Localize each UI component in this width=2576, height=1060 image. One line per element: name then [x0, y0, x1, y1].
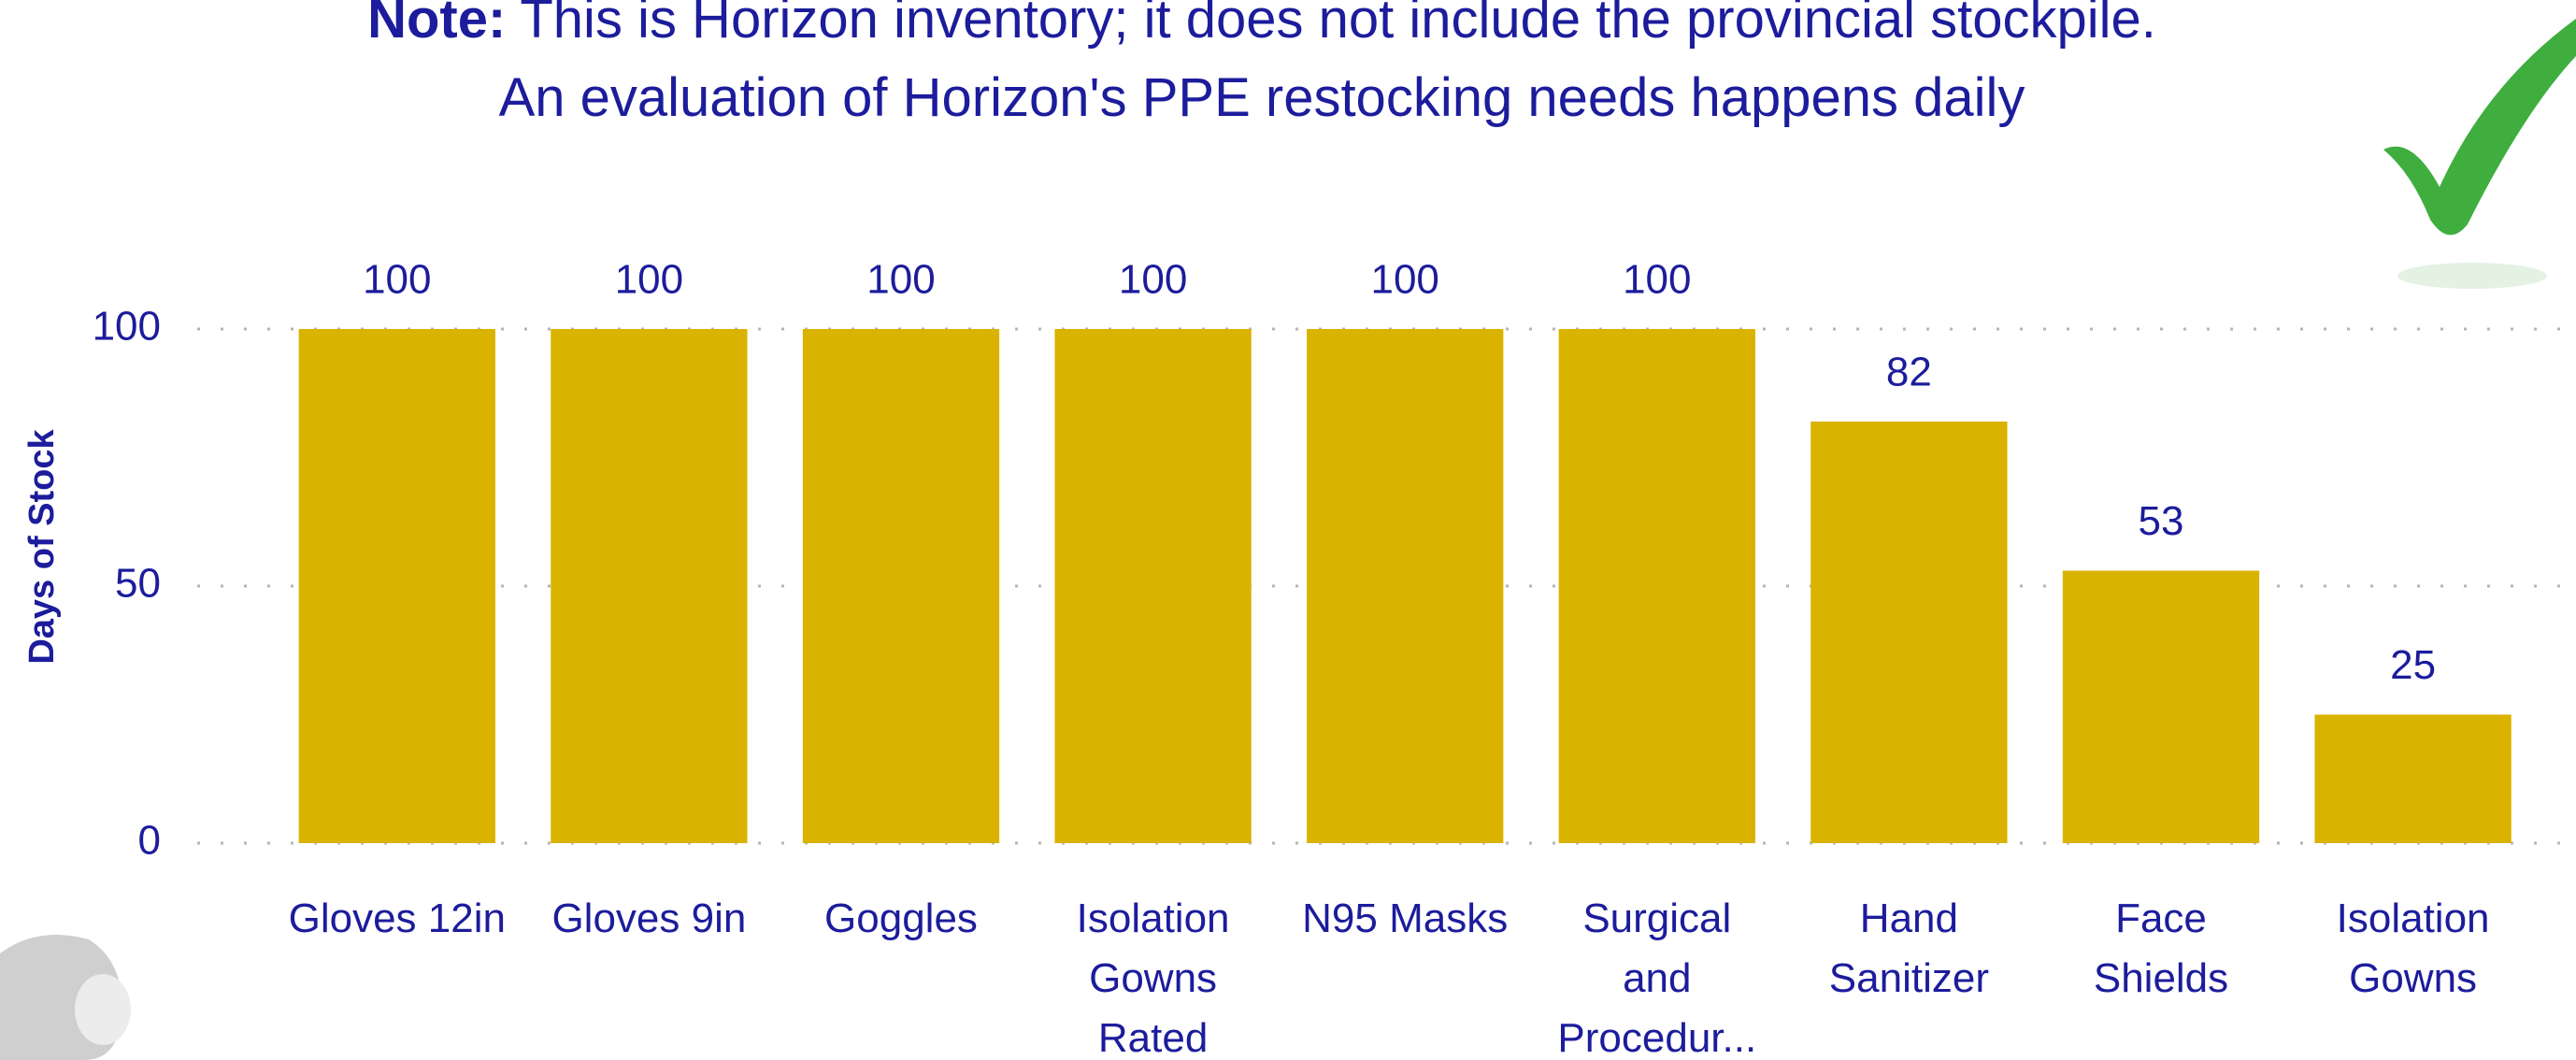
bar	[1307, 329, 1504, 843]
value-label: 100	[615, 257, 683, 303]
bar	[802, 329, 1000, 843]
value-label: 100	[1623, 257, 1691, 303]
x-tick-label: Face Shields	[2093, 895, 2229, 1001]
bar	[2314, 714, 2512, 843]
x-tick-label: Goggles	[824, 895, 978, 941]
title-text: This is Horizon inventory; it does not i…	[520, 0, 2156, 50]
x-tick-label: Gloves 12in	[288, 895, 506, 941]
x-tick-label: Isolation Gowns	[2336, 895, 2490, 1001]
value-label: 25	[2390, 642, 2436, 688]
x-tick-label: Isolation Gowns Rated	[1076, 895, 1230, 1060]
x-tick-label: Surgical and Procedur...	[1557, 895, 1757, 1060]
title: Note: This is Horizon inventory; it does…	[0, 0, 2524, 52]
value-label: 100	[363, 257, 431, 303]
value-label: 82	[1886, 350, 1932, 395]
bar	[2062, 570, 2260, 843]
x-tick-label: N95 Masks	[1302, 895, 1509, 941]
x-tick-label: Hand Sanitizer	[1828, 895, 1989, 1001]
value-label: 100	[1370, 257, 1438, 303]
bar	[298, 329, 495, 843]
value-label: 53	[2139, 498, 2184, 544]
value-label: 100	[1119, 257, 1187, 303]
y-axis-label: Days of Stock	[22, 428, 62, 664]
checkmark-icon	[2383, 19, 2576, 289]
x-tick-label: Gloves 9in	[551, 895, 747, 941]
bar	[1054, 329, 1252, 843]
subtitle: An evaluation of Horizon's PPE restockin…	[498, 67, 2025, 128]
y-tick-label: 50	[115, 561, 161, 607]
bar	[1810, 422, 2008, 843]
bar	[1558, 329, 1755, 843]
title-prefix: Note:	[367, 0, 507, 50]
y-tick-label: 0	[138, 818, 161, 864]
mask-icon	[0, 935, 131, 1060]
bar	[551, 329, 748, 843]
value-label: 100	[866, 257, 935, 303]
y-tick-label: 100	[93, 304, 161, 350]
